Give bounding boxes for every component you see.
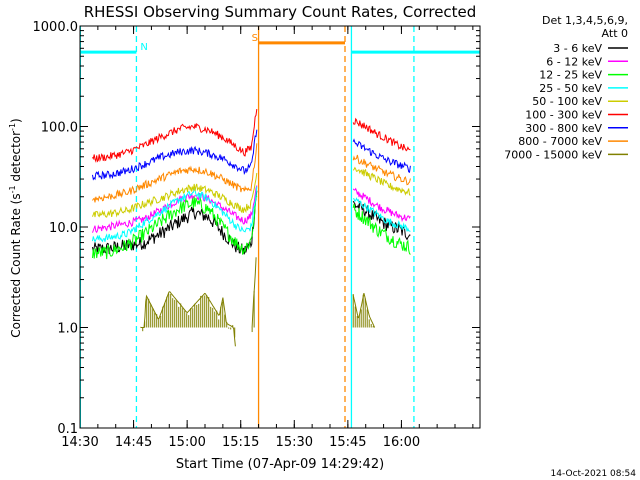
legend-label: 7000 - 15000 keV bbox=[504, 148, 602, 161]
series-line-5 bbox=[92, 172, 258, 218]
y-axis-label-part: Corrected Count Rate (s bbox=[9, 193, 23, 337]
flag-label: N bbox=[140, 42, 147, 53]
series-line-8 bbox=[352, 154, 411, 186]
series-line-4 bbox=[92, 186, 258, 243]
y-tick-label: 100.0 bbox=[41, 121, 78, 136]
y-tick-label: 0.1 bbox=[57, 422, 78, 437]
legend-label: 300 - 800 keV bbox=[525, 122, 602, 135]
legend-label: 12 - 25 keV bbox=[539, 69, 602, 82]
legend-header: Det 1,3,4,5,6,9, bbox=[542, 14, 628, 27]
y-axis-label-part: ) bbox=[9, 118, 23, 123]
legend-header: Att 0 bbox=[602, 27, 628, 40]
y-axis-label-part: detector bbox=[9, 131, 23, 186]
series-line-7 bbox=[92, 129, 258, 181]
x-tick-label: 15:00 bbox=[168, 435, 205, 450]
series-line-6 bbox=[92, 109, 258, 163]
chart-title: RHESSI Observing Summary Count Rates, Co… bbox=[84, 3, 477, 21]
series-line-8 bbox=[92, 143, 258, 203]
x-tick-label: 15:15 bbox=[222, 435, 259, 450]
legend-label: 6 - 12 keV bbox=[546, 55, 602, 68]
x-tick-label: 14:45 bbox=[115, 435, 152, 450]
y-tick-label: 1.0 bbox=[57, 322, 78, 337]
series-line-4 bbox=[352, 197, 411, 232]
series-line-5 bbox=[352, 166, 411, 196]
y-axis-label-exponent: -1 bbox=[8, 123, 17, 131]
series-line-3 bbox=[352, 203, 411, 255]
generated-timestamp: 14-Oct-2021 08:54 bbox=[551, 469, 637, 479]
y-tick-label: 1000.0 bbox=[33, 20, 79, 35]
x-tick-label: 15:30 bbox=[276, 435, 313, 450]
legend-label: 3 - 6 keV bbox=[553, 42, 602, 55]
y-tick-label: 10.0 bbox=[49, 221, 78, 236]
x-axis-label: Start Time (07-Apr-09 14:29:42) bbox=[176, 457, 384, 472]
plot-area: NS bbox=[79, 26, 480, 428]
series-line-3 bbox=[92, 194, 258, 260]
legend-label: 800 - 7000 keV bbox=[518, 135, 602, 148]
axes: 0.1 1.0 10.0 100.0 1000.0 14:30 14:45 15:00 15:1… bbox=[33, 20, 481, 450]
series-line-9 bbox=[352, 292, 376, 328]
series-line-2 bbox=[352, 187, 411, 223]
legend-label: 50 - 100 keV bbox=[532, 95, 602, 108]
series-line-6 bbox=[352, 117, 411, 152]
series-line-2 bbox=[92, 185, 258, 234]
series-line-7 bbox=[352, 138, 411, 173]
flag-label: S bbox=[252, 33, 258, 44]
y-axis-label-exponent: -1 bbox=[8, 185, 17, 193]
x-tick-label: 14:30 bbox=[61, 435, 98, 450]
y-axis-label: Corrected Count Rate (s-1 detector-1) bbox=[8, 118, 23, 337]
legend-label: 100 - 300 keV bbox=[525, 109, 602, 122]
x-tick-label: 15:45 bbox=[329, 435, 366, 450]
legend-label: 25 - 50 keV bbox=[539, 82, 602, 95]
x-tick-label: 16:00 bbox=[383, 435, 420, 450]
